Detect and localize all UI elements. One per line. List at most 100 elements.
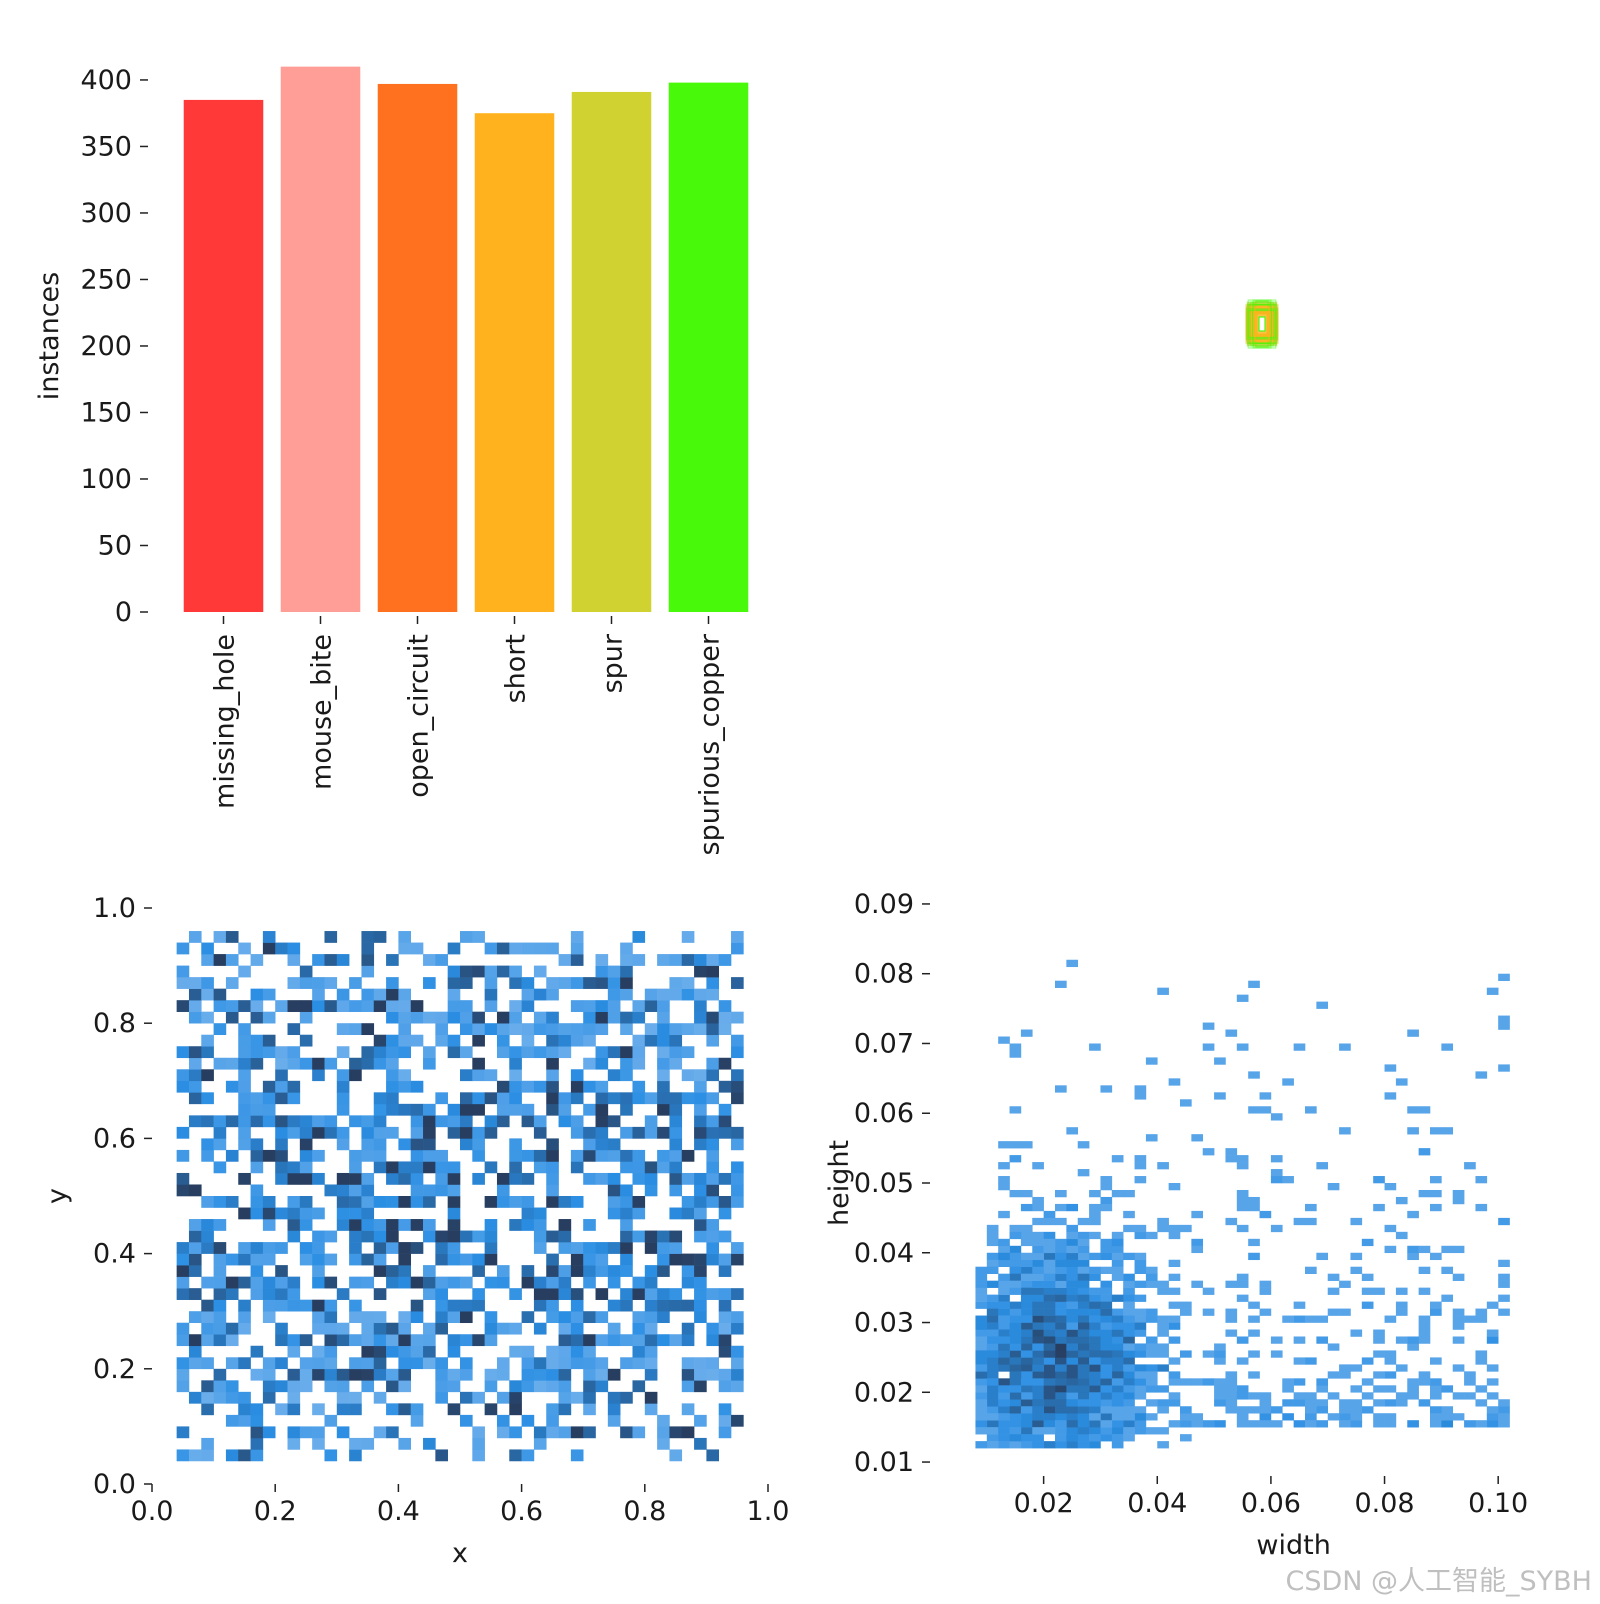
- heatmap-cell: [558, 1334, 572, 1347]
- heatmap-cell: [1066, 1413, 1079, 1421]
- heatmap-cell: [423, 1265, 436, 1277]
- heatmap-cell: [324, 1253, 338, 1266]
- y-axis-label: height: [824, 1140, 855, 1226]
- heatmap-cell: [1430, 1392, 1442, 1400]
- heatmap-cell: [1043, 1420, 1056, 1428]
- heatmap-cell: [410, 1184, 424, 1197]
- heatmap-cell: [1020, 1287, 1033, 1295]
- heatmap-cell: [1111, 1434, 1124, 1442]
- heatmap-cell: [1089, 1406, 1101, 1414]
- heatmap-cell: [1373, 1287, 1385, 1295]
- heatmap-cell: [435, 1242, 448, 1254]
- heatmap-cell: [1305, 1406, 1317, 1414]
- heatmap-cell: [986, 1371, 999, 1379]
- heatmap-cell: [718, 1299, 732, 1312]
- heatmap-cell: [1077, 1385, 1090, 1393]
- heatmap-cell: [1350, 1399, 1363, 1407]
- heatmap-cell: [731, 1380, 744, 1393]
- heatmap-cell: [460, 1011, 473, 1024]
- heatmap-cell: [1157, 1162, 1169, 1170]
- heatmap-cell: [423, 1184, 436, 1197]
- heatmap-cell: [176, 1184, 190, 1197]
- heatmap-cell: [201, 1092, 214, 1105]
- heatmap-cell: [1430, 1385, 1442, 1393]
- heatmap-cell: [706, 1253, 720, 1266]
- x-tick-label: short: [501, 634, 532, 703]
- heatmap-cell: [447, 1368, 461, 1381]
- heatmap-cell: [620, 1357, 633, 1370]
- heatmap-cell: [361, 1172, 375, 1185]
- heatmap-cell: [1157, 1329, 1169, 1337]
- heatmap-cell: [398, 1138, 412, 1151]
- heatmap-cell: [1066, 1315, 1079, 1323]
- heatmap-cell: [694, 1299, 707, 1312]
- heatmap-cell: [1373, 1385, 1385, 1393]
- heatmap-cell: [213, 1391, 227, 1404]
- heatmap-cell: [521, 1149, 535, 1162]
- heatmap-cell: [398, 1357, 412, 1370]
- heatmap-cell: [201, 1449, 214, 1462]
- heatmap-cell: [496, 1414, 510, 1427]
- heatmap-cell: [1407, 1127, 1419, 1135]
- heatmap-x-y: 0.0 0.2 0.4 0.6 0.8 1.00.00.20.40.60.81.0xy: [42, 893, 789, 1569]
- heatmap-cell: [1123, 1371, 1135, 1379]
- heatmap-cell: [657, 1414, 670, 1427]
- heatmap-cell: [620, 954, 633, 966]
- heatmap-cell: [410, 1172, 424, 1185]
- x-tick-label: 0.06: [1241, 1488, 1301, 1519]
- heatmap-cell: [1100, 1434, 1113, 1442]
- heatmap-cell: [188, 1357, 202, 1370]
- heatmap-cell: [1043, 1259, 1056, 1268]
- heatmap-cell: [472, 1253, 485, 1266]
- heatmap-cell: [1395, 1287, 1408, 1295]
- heatmap-cell: [496, 1196, 510, 1208]
- heatmap-cell: [620, 1253, 633, 1266]
- heatmap-cell: [986, 1266, 999, 1274]
- heatmap-cell: [681, 988, 695, 1001]
- label-box: [1246, 303, 1278, 345]
- heatmap-cell: [1134, 1252, 1147, 1261]
- heatmap-cell: [1032, 1357, 1044, 1365]
- heatmap-cell: [1020, 1385, 1033, 1393]
- heatmap-cell: [1225, 1308, 1238, 1316]
- heatmap-cell: [1032, 1329, 1044, 1337]
- heatmap-cell: [1066, 1266, 1079, 1274]
- heatmap-cell: [1009, 1189, 1022, 1198]
- heatmap-cell: [484, 1380, 498, 1393]
- heatmap-cell: [188, 988, 202, 1001]
- heatmap-cell: [669, 1426, 683, 1439]
- heatmap-cell: [681, 1023, 695, 1036]
- heatmap-cell: [620, 988, 633, 1001]
- heatmap-cell: [718, 1000, 732, 1012]
- heatmap-cell: [176, 1069, 190, 1082]
- heatmap-cell: [1259, 1392, 1272, 1400]
- heatmap-cell: [546, 1265, 559, 1277]
- heatmap-cell: [1452, 1315, 1465, 1323]
- heatmap-cell: [998, 1343, 1010, 1351]
- heatmap-cell: [176, 1368, 190, 1381]
- heatmap-cell: [694, 1115, 707, 1128]
- heatmap-cell: [694, 1437, 707, 1450]
- heatmap-cell: [398, 1345, 412, 1358]
- heatmap-cell: [1180, 1434, 1192, 1442]
- heatmap-cell: [570, 1126, 584, 1139]
- y-tick-label: 300: [80, 198, 132, 229]
- heatmap-cell: [435, 1288, 448, 1300]
- watermark: CSDN @人工智能_SYBH: [1285, 1566, 1592, 1597]
- heatmap-cell: [484, 1253, 498, 1266]
- heatmap-cell: [201, 1069, 214, 1082]
- heatmap-cell: [1066, 1371, 1079, 1379]
- heatmap-cell: [410, 1219, 424, 1231]
- heatmap-cell: [1475, 1399, 1488, 1407]
- heatmap-cell: [336, 1023, 350, 1036]
- heatmap-cell: [287, 977, 301, 989]
- heatmap-cell: [324, 1449, 338, 1462]
- heatmap-cell: [595, 1311, 609, 1324]
- heatmap-cell: [336, 1322, 350, 1335]
- heatmap-cell: [657, 1426, 670, 1439]
- heatmap-cell: [533, 1126, 547, 1139]
- heatmap-cell: [423, 954, 436, 966]
- heatmap-cell: [998, 1322, 1010, 1330]
- heatmap-cell: [1293, 1217, 1306, 1226]
- heatmap-cell: [583, 1403, 596, 1416]
